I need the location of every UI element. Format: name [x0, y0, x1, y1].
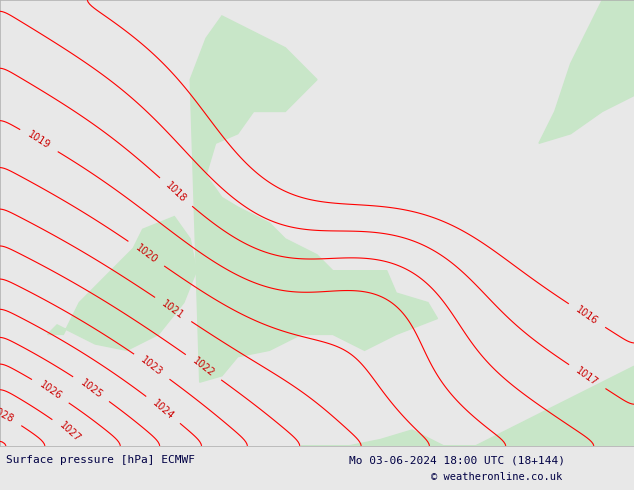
Text: 1026: 1026	[37, 380, 63, 402]
Polygon shape	[301, 367, 634, 446]
Text: 1027: 1027	[58, 420, 82, 444]
Text: 1022: 1022	[191, 356, 216, 379]
Text: Surface pressure [hPa] ECMWF: Surface pressure [hPa] ECMWF	[6, 455, 195, 465]
Text: 1018: 1018	[164, 180, 188, 204]
Text: Mo 03-06-2024 18:00 UTC (18+144): Mo 03-06-2024 18:00 UTC (18+144)	[349, 455, 565, 465]
Text: 1023: 1023	[139, 355, 165, 378]
Text: 1021: 1021	[160, 298, 186, 321]
Text: © weatheronline.co.uk: © weatheronline.co.uk	[431, 472, 562, 482]
Text: 1020: 1020	[134, 242, 159, 265]
Text: 1024: 1024	[151, 398, 176, 421]
Polygon shape	[539, 0, 634, 144]
Polygon shape	[190, 16, 437, 382]
Text: 1016: 1016	[574, 304, 600, 327]
Polygon shape	[48, 217, 197, 350]
Text: 1019: 1019	[26, 130, 52, 151]
Text: 1017: 1017	[574, 366, 600, 388]
Text: 1028: 1028	[0, 405, 15, 425]
Text: 1025: 1025	[79, 377, 104, 400]
